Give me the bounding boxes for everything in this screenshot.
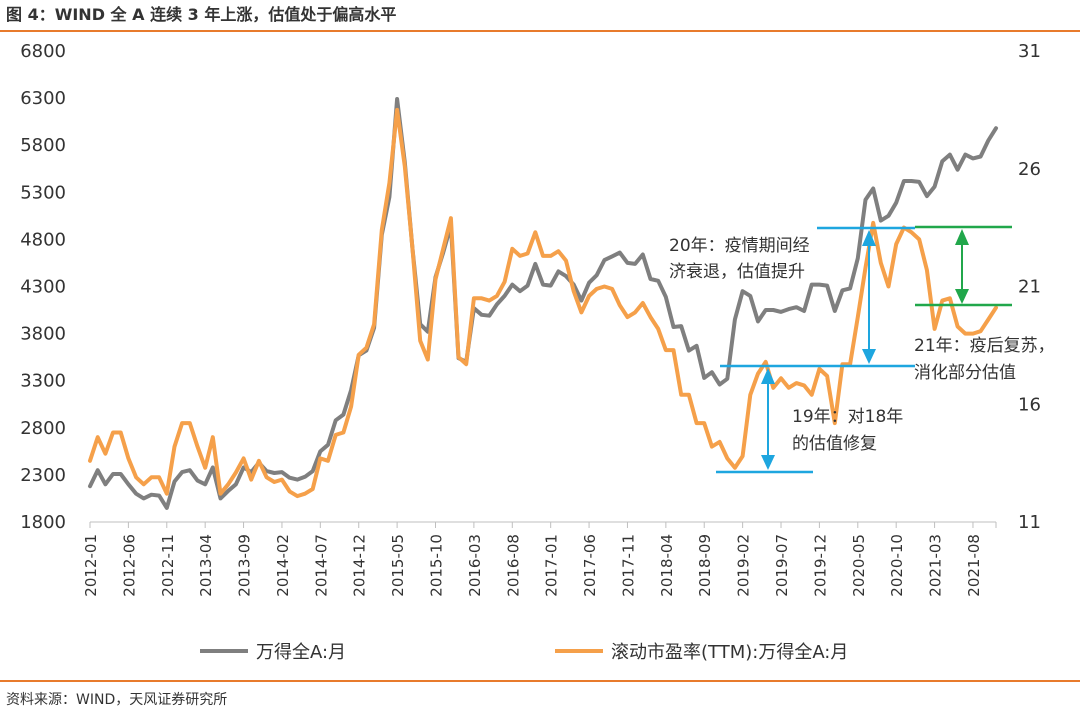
y-left-tick-label: 4800: [20, 229, 66, 250]
x-tick-label: 2019-07: [773, 534, 791, 597]
x-tick-label: 2012-01: [82, 534, 100, 597]
y-left-tick-label: 2300: [20, 465, 66, 486]
x-tick-label: 2020-05: [850, 534, 868, 597]
x-tick-label: 2019-02: [735, 534, 753, 597]
series-line-index: [88, 97, 998, 510]
annotation-2021-text-1: 21年：疫后复苏，: [914, 336, 1055, 356]
annotation-2019-arrowhead-up: [761, 368, 775, 384]
x-tick-label: 2013-09: [236, 534, 254, 597]
annotation-2019-text-2: 的估值修复: [792, 434, 877, 454]
x-axis: 2012-01 2012-06 2012-11 2013-04 2013-09 2014-…: [82, 522, 997, 597]
x-tick-label: 2017-11: [619, 534, 637, 597]
x-tick-label: 2018-09: [696, 534, 714, 597]
y-left-tick-label: 3300: [20, 371, 66, 392]
y-left-tick-label: 3800: [20, 324, 66, 345]
y-right-tick-label: 11: [1018, 512, 1041, 533]
series-line-pe: [88, 107, 998, 499]
x-tick-label: 2018-04: [658, 534, 676, 597]
annotation-2020-bracket: [817, 226, 915, 364]
x-tick-label: 2014-02: [274, 534, 292, 597]
x-tick-label: 2016-03: [466, 534, 484, 597]
x-tick-label: 2015-10: [428, 534, 446, 597]
annotation-2019-bracket: [716, 364, 915, 474]
annotation-2019-text-1: 19年：对18年: [792, 407, 903, 427]
x-tick-label: 2016-08: [504, 534, 522, 597]
x-tick-label: 2017-06: [581, 534, 599, 597]
y-right-tick-label: 31: [1018, 41, 1041, 62]
y-axis-right: 31 26 21 16 11: [1018, 41, 1041, 533]
annotation-2021-arrowhead-down: [955, 289, 969, 304]
y-right-tick-label: 26: [1018, 159, 1041, 180]
y-left-tick-label: 1800: [20, 512, 66, 533]
y-axis-left: 6800 6300 5800 5300 4800 4300 3800 3300 2800 2300…: [20, 41, 66, 533]
y-left-tick-label: 4300: [20, 277, 66, 298]
annotation-2021-bracket: [915, 225, 1012, 307]
x-tick-label: 2012-06: [120, 534, 138, 597]
y-left-tick-label: 5300: [20, 182, 66, 203]
annotation-2020-text-1: 20年：疫情期间经: [669, 236, 810, 256]
y-left-tick-label: 2800: [20, 418, 66, 439]
x-tick-label: 2013-04: [197, 534, 215, 597]
y-right-tick-label: 21: [1018, 277, 1041, 298]
annotation-2019-arrowhead-down: [761, 455, 775, 470]
x-tick-label: 2014-12: [351, 534, 369, 597]
annotation-2021-arrowhead-up: [955, 229, 969, 245]
legend-label-index: 万得全A:月: [256, 642, 346, 663]
legend: 万得全A:月 滚动市盈率(TTM):万得全A:月: [200, 642, 848, 663]
x-tick-label: 2021-03: [927, 534, 945, 597]
y-left-tick-label: 5800: [20, 135, 66, 156]
y-left-tick-label: 6800: [20, 41, 66, 62]
x-tick-label: 2017-01: [543, 534, 561, 597]
annotation-2020-arrowhead-down: [862, 349, 876, 364]
y-left-tick-label: 6300: [20, 88, 66, 109]
source-note: 资料来源：WIND，天风证券研究所: [6, 692, 227, 708]
annotation-2020-arrowhead-up: [862, 230, 876, 246]
legend-label-pe: 滚动市盈率(TTM):万得全A:月: [611, 642, 848, 663]
x-tick-label: 2012-11: [159, 534, 177, 597]
x-tick-label: 2015-05: [389, 534, 407, 597]
figure-title: 图 4：WIND 全 A 连续 3 年上涨，估值处于偏高水平: [6, 5, 396, 24]
x-tick-label: 2020-10: [888, 534, 906, 597]
annotation-2020-text-2: 济衰退，估值提升: [669, 262, 805, 282]
x-tick-label: 2019-12: [811, 534, 829, 597]
x-tick-label: 2021-08: [965, 534, 983, 597]
y-right-tick-label: 16: [1018, 394, 1041, 415]
annotation-2021-text-2: 消化部分估值: [914, 363, 1016, 383]
x-tick-label: 2014-07: [312, 534, 330, 597]
